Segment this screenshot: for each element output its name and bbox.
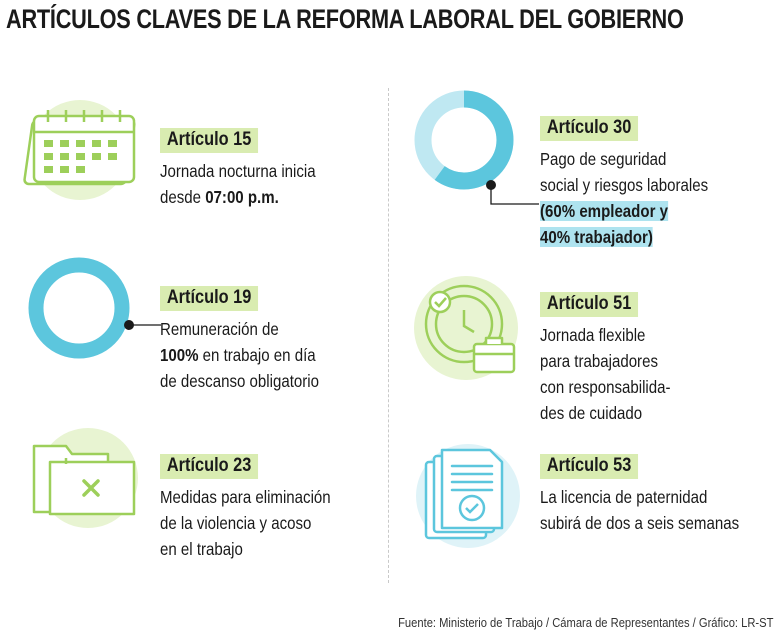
article-19-block: Artículo 19 Remuneración de 100% en trab…	[160, 286, 345, 394]
article-53-block: Artículo 53 La licencia de paternidad su…	[540, 454, 772, 536]
article-tag: Artículo 23	[160, 454, 259, 479]
donut-100-icon	[28, 257, 161, 359]
article-tag: Artículo 19	[160, 286, 259, 311]
article-description: Pago de seguridad social y riesgos labor…	[540, 149, 709, 247]
article-tag: Artículo 53	[540, 454, 639, 479]
article-description: Jornada flexible para trabajadores con r…	[540, 325, 671, 423]
clock-briefcase-icon	[414, 276, 518, 380]
column-divider	[388, 88, 389, 583]
article-description: Medidas para eliminación de la violencia…	[160, 487, 331, 559]
document-check-icon	[416, 444, 520, 548]
article-description: Remuneración de 100% en trabajo en día d…	[160, 319, 319, 391]
source-credit: Fuente: Ministerio de Trabajo / Cámara d…	[397, 615, 773, 630]
article-tag: Artículo 30	[540, 116, 639, 141]
article-description: La licencia de paternidad subirá de dos …	[540, 487, 740, 533]
article-30-block: Artículo 30 Pago de seguridad social y r…	[540, 116, 736, 250]
article-description: Jornada nocturna inicia desde 07:00 p.m.	[160, 161, 316, 207]
calendar-icon	[23, 100, 136, 200]
donut-employer-segment	[414, 90, 514, 190]
article-tag: Artículo 51	[540, 292, 639, 317]
article-51-block: Artículo 51 Jornada flexible para trabaj…	[540, 292, 692, 426]
article-23-block: Artículo 23 Medidas para eliminación de …	[160, 454, 358, 562]
donut-60-40-icon	[414, 90, 539, 205]
folder-x-icon	[32, 428, 138, 528]
article-tag: Artículo 15	[160, 128, 259, 153]
page-title: ARTÍCULOS CLAVES DE LA REFORMA LABORAL D…	[6, 4, 684, 34]
article-15-block: Artículo 15 Jornada nocturna inicia desd…	[160, 128, 341, 210]
